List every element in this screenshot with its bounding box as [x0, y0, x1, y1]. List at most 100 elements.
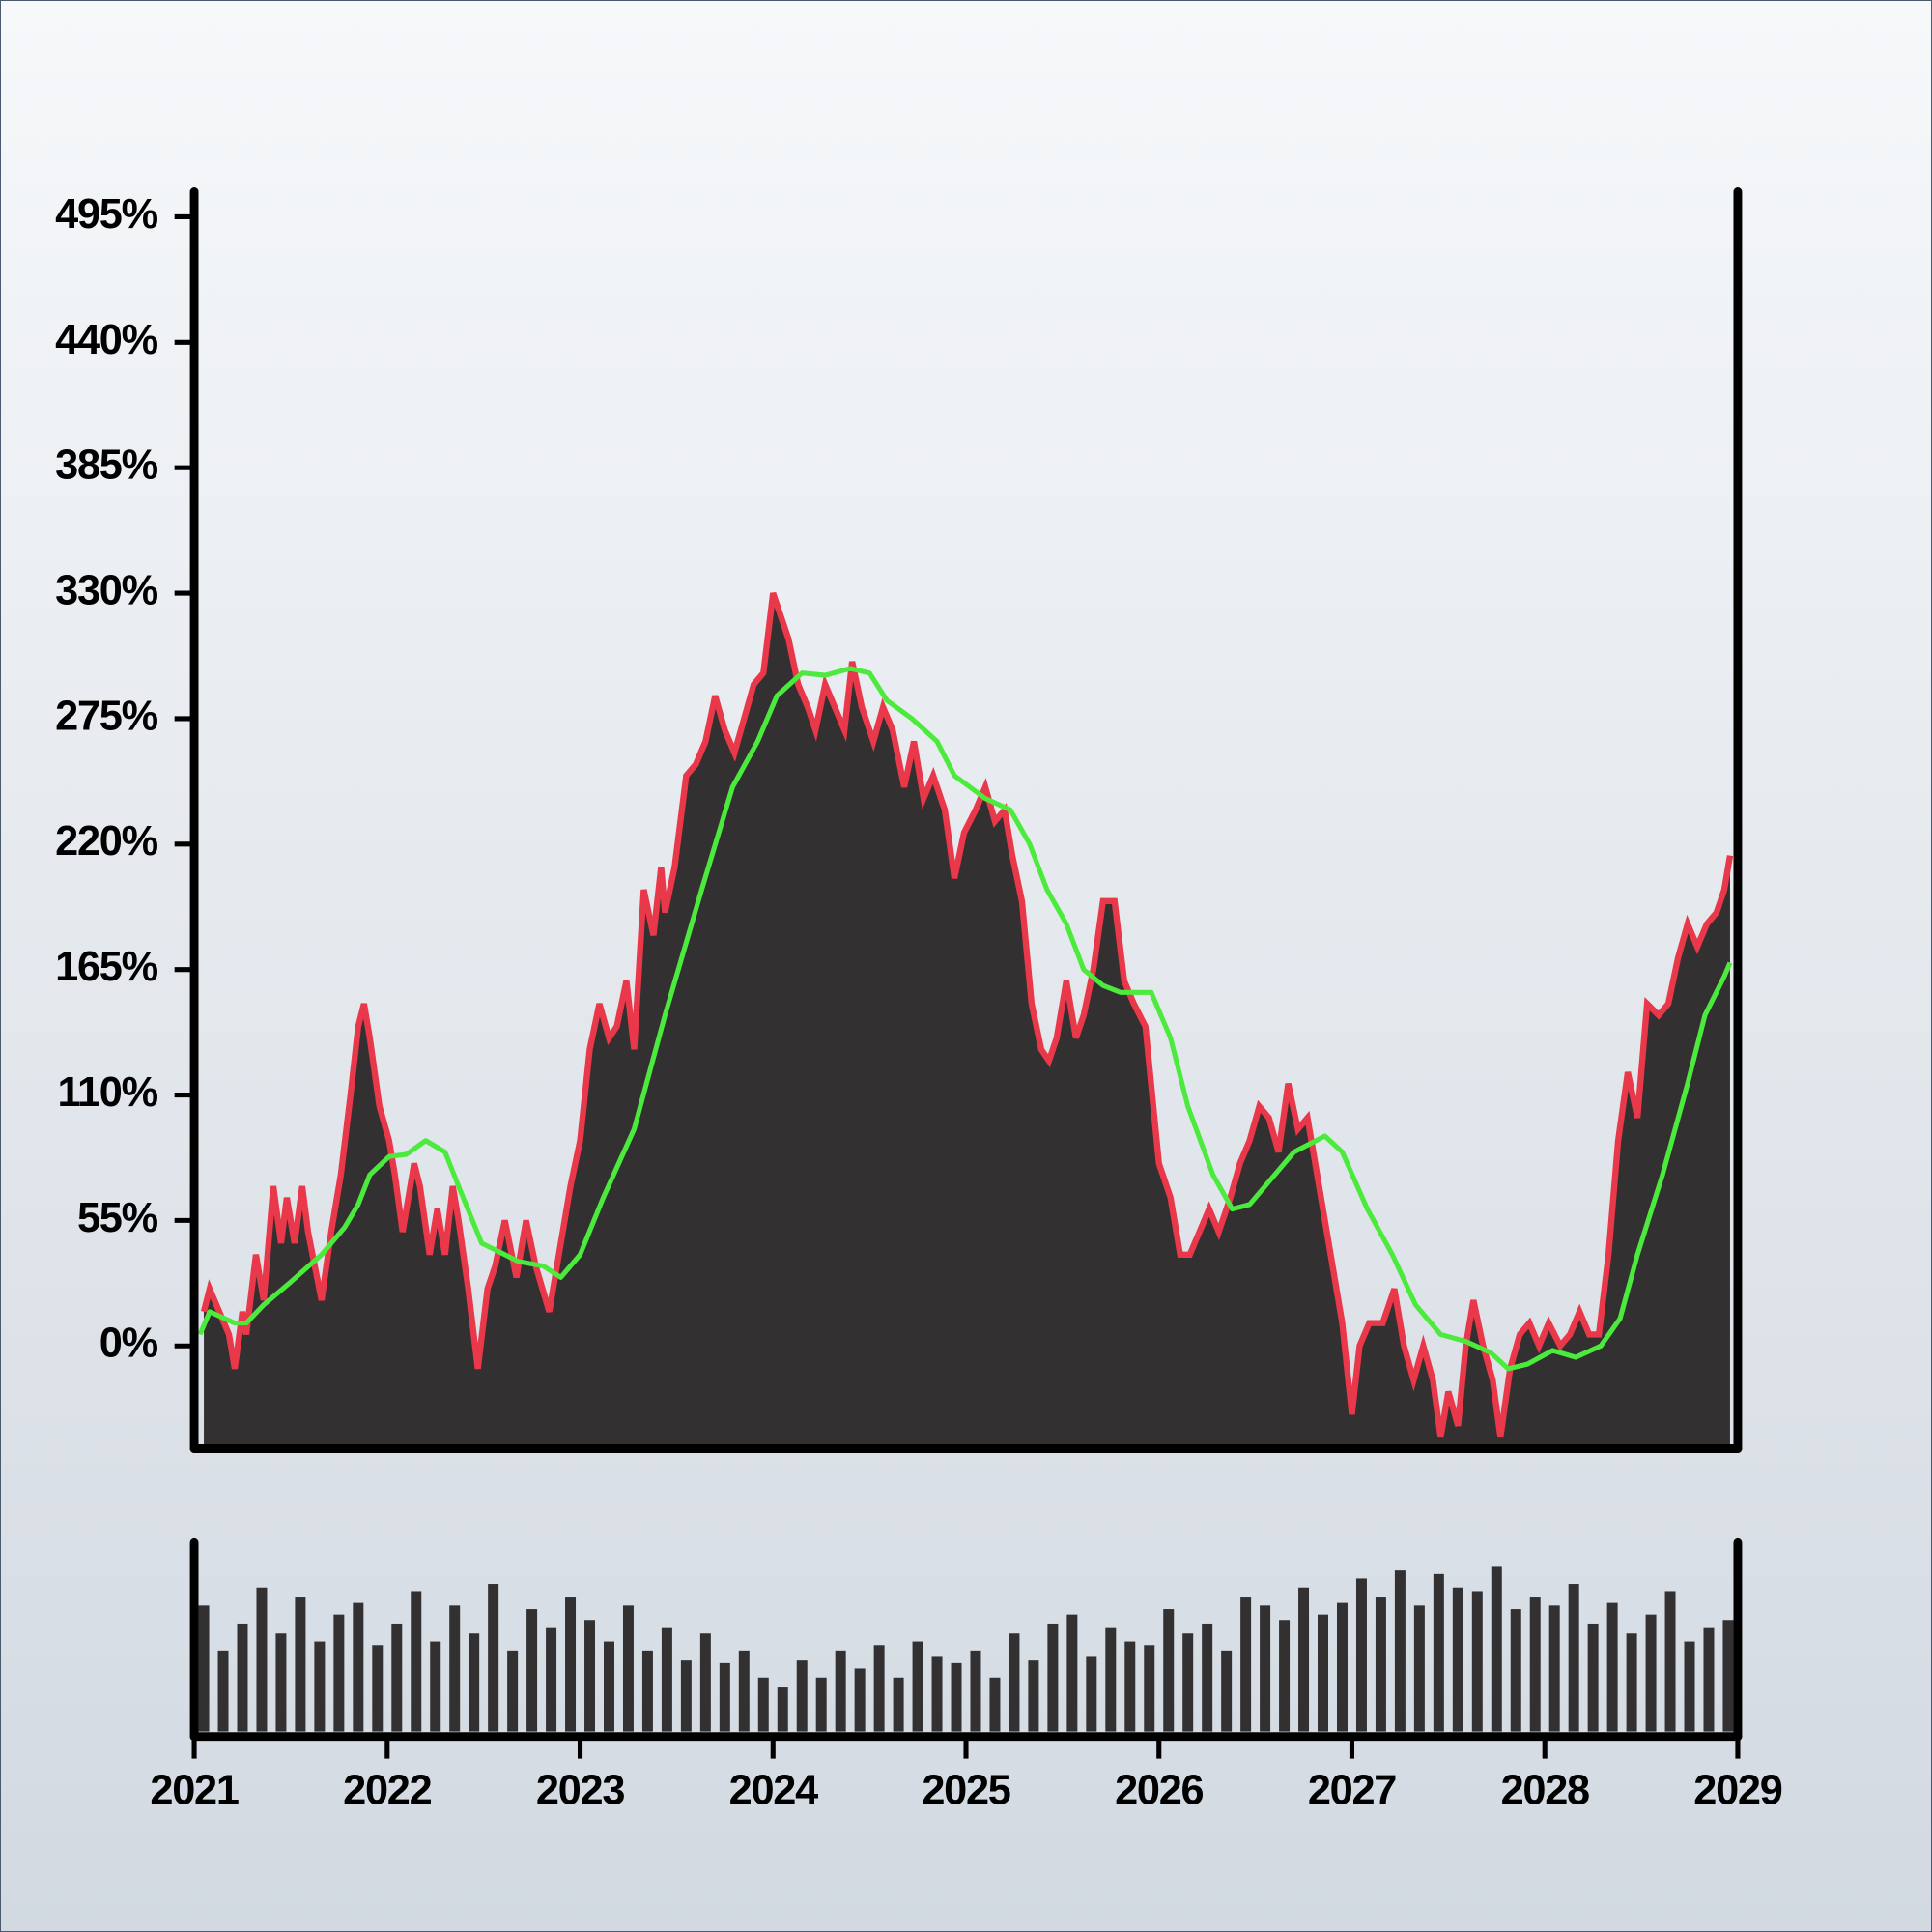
volume-bar — [854, 1668, 866, 1732]
y-tick-label: 110% — [58, 1069, 158, 1116]
volume-bar — [411, 1591, 422, 1732]
volume-bar — [314, 1641, 326, 1732]
volume-bar — [1144, 1645, 1155, 1732]
volume-bar — [1606, 1602, 1618, 1732]
volume-bar — [507, 1650, 519, 1732]
volume-bar — [1260, 1605, 1271, 1732]
volume-bar — [256, 1587, 268, 1732]
volume-bar — [1452, 1587, 1463, 1732]
volume-bar — [1047, 1623, 1059, 1732]
volume-bar — [661, 1627, 672, 1732]
volume-bar — [237, 1623, 248, 1732]
volume-bar — [198, 1605, 210, 1732]
volume-bar — [584, 1620, 596, 1732]
volume-bar — [757, 1677, 769, 1732]
volume-bar — [565, 1597, 577, 1732]
volume-bar — [641, 1650, 653, 1732]
volume-bar — [1105, 1627, 1117, 1732]
x-tick-label: 2026 — [1115, 1768, 1203, 1814]
volume-bar — [1202, 1623, 1213, 1732]
volume-bar — [1318, 1614, 1329, 1732]
volume-bar — [912, 1641, 923, 1732]
x-tick-label: 2021 — [150, 1768, 238, 1814]
volume-bar — [333, 1614, 345, 1732]
volume-bar — [1336, 1602, 1348, 1732]
x-tick-label: 2024 — [729, 1768, 818, 1814]
volume-bar — [1491, 1566, 1502, 1732]
x-tick-label: 2023 — [536, 1768, 624, 1814]
y-tick-label: 0% — [99, 1321, 158, 1367]
volume-bar — [469, 1633, 480, 1732]
volume-bar — [1066, 1614, 1078, 1732]
volume-bar — [1433, 1573, 1444, 1732]
volume-bar — [1413, 1605, 1425, 1732]
x-tick-label: 2027 — [1308, 1768, 1396, 1814]
volume-bar — [353, 1602, 364, 1732]
y-tick-label: 55% — [77, 1195, 158, 1241]
moving-average-line — [197, 666, 1733, 1372]
volume-bar — [893, 1677, 904, 1732]
volume-bar — [391, 1623, 403, 1732]
y-tick-label: 165% — [55, 944, 157, 990]
volume-bar — [970, 1650, 981, 1732]
volume-bar — [275, 1633, 287, 1732]
volume-bar — [1124, 1641, 1136, 1732]
volume-bar — [1240, 1597, 1252, 1732]
volume-bar — [449, 1605, 461, 1732]
x-tick-label: 2028 — [1501, 1768, 1589, 1814]
y-tick-label: 495% — [55, 191, 157, 238]
volume-bar — [622, 1605, 634, 1732]
x-tick-label: 2025 — [922, 1768, 1009, 1814]
volume-bar — [372, 1645, 384, 1732]
y-tick-label: 385% — [55, 442, 157, 489]
volume-bar — [1722, 1620, 1734, 1732]
volume-bar — [1028, 1660, 1039, 1732]
volume-bar — [1645, 1614, 1657, 1732]
volume-bar — [719, 1662, 730, 1732]
volume-bar — [796, 1660, 808, 1732]
volume-bar — [873, 1645, 885, 1732]
volume-bar — [777, 1687, 788, 1732]
volume-bar — [1182, 1633, 1194, 1732]
volume-bar — [1684, 1641, 1695, 1732]
volume-bar — [1375, 1597, 1386, 1732]
x-tick-label: 2029 — [1693, 1768, 1781, 1814]
volume-bar — [546, 1627, 557, 1732]
volume-bar — [1568, 1584, 1579, 1732]
volume-bar — [1355, 1578, 1367, 1732]
volume-bar — [488, 1584, 499, 1732]
y-tick-label: 330% — [55, 568, 157, 614]
y-tick-label: 220% — [55, 818, 157, 865]
volume-bar — [738, 1650, 750, 1732]
volume-bar — [1529, 1597, 1541, 1732]
area-line — [200, 592, 1734, 1438]
volume-bar — [603, 1641, 614, 1732]
volume-bar — [931, 1656, 943, 1732]
volume-bar — [680, 1660, 692, 1732]
volume-bar — [526, 1609, 538, 1732]
volume-bar — [295, 1597, 306, 1732]
volume-bar — [1298, 1587, 1310, 1732]
volume-bar — [217, 1650, 229, 1732]
volume-bar — [1548, 1605, 1560, 1732]
volume-bar — [835, 1650, 846, 1732]
volume-bar — [1471, 1591, 1483, 1732]
volume-bar — [430, 1641, 441, 1732]
volume-bar — [1163, 1609, 1175, 1732]
x-tick-label: 2022 — [343, 1768, 431, 1814]
volume-bar — [1279, 1620, 1291, 1732]
volume-bar — [1626, 1633, 1637, 1732]
volume-bar — [989, 1677, 1001, 1732]
y-tick-label: 440% — [55, 317, 157, 363]
volume-bar — [699, 1633, 711, 1732]
volume-bar — [1394, 1570, 1406, 1732]
volume-bar — [951, 1662, 962, 1732]
volume-bar — [1703, 1627, 1715, 1732]
volume-bar — [815, 1677, 827, 1732]
volume-bar — [1510, 1609, 1521, 1732]
area-fill — [204, 593, 1730, 1449]
volume-bar — [1086, 1656, 1097, 1732]
volume-bar — [1009, 1633, 1020, 1732]
